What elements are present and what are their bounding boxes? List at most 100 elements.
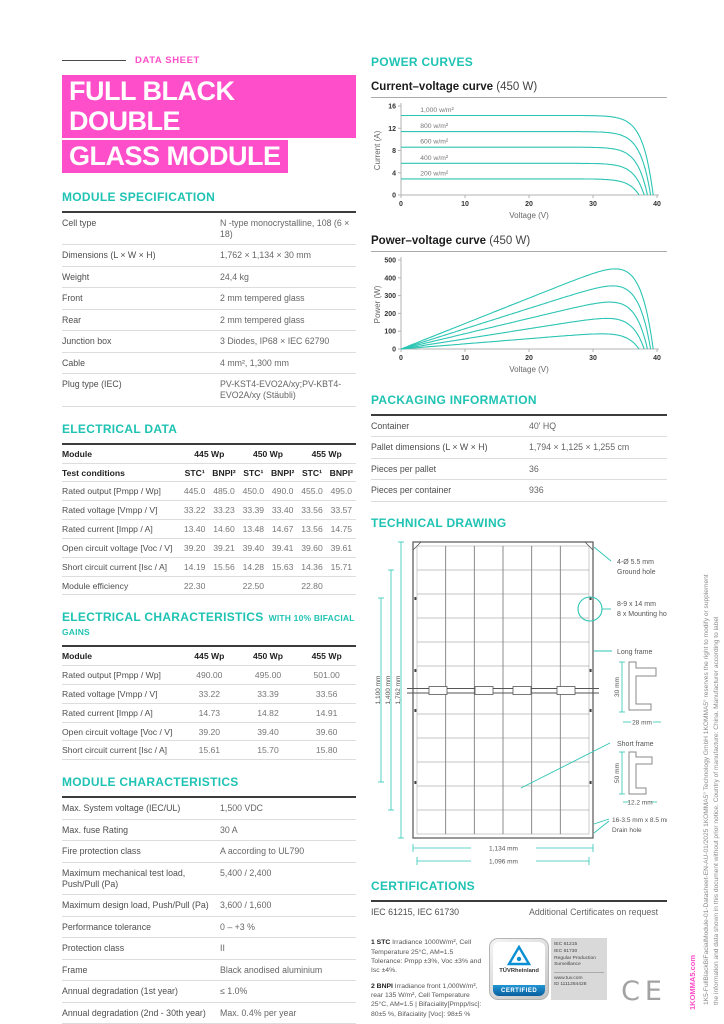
cell-value: 14.82 bbox=[257, 707, 279, 718]
table-header: Module 445 Wp 450 Wp 455 Wp bbox=[62, 445, 356, 464]
packaging-table: Container 40' HQ Pallet dimensions (L × W … bbox=[371, 414, 667, 502]
dim-1100: 1,100 mm bbox=[375, 675, 382, 704]
module-front-view bbox=[407, 541, 599, 839]
cell-value: 14.60 bbox=[213, 524, 235, 535]
table-row: Cell type N -type monocrystalline, 108 (6… bbox=[62, 213, 356, 246]
eyebrow-rule bbox=[62, 60, 126, 61]
module-specification-heading: MODULE SPECIFICATION bbox=[62, 190, 216, 204]
ground-hole-label: Ground hole bbox=[617, 569, 656, 576]
cell-value: 22.80 bbox=[301, 580, 323, 591]
cell-value: 33.22 bbox=[183, 505, 206, 516]
table-row: Rated output [Pmpp / Wp] 445.0 485.0 450.0 4… bbox=[62, 482, 356, 502]
row-label: Annual degradation (1st year) bbox=[62, 986, 178, 997]
sidebar-line-1: 1K5-FullBlackBiFacialModule-01-Datasheet… bbox=[703, 574, 710, 1005]
electrical-characteristics-heading: ELECTRICAL CHARACTERISTICS WITH 10% BIFAC… bbox=[62, 610, 356, 638]
table-row: Fire protection class A according to UL79… bbox=[62, 841, 356, 863]
table-row: Annual degradation (1st year) ≤ 1.0% bbox=[62, 981, 356, 1003]
cell-value: 490.00 bbox=[196, 670, 223, 681]
svg-text:8: 8 bbox=[392, 148, 396, 155]
cell-value: 485.0 bbox=[213, 486, 235, 497]
page-title: FULL BLACK DOUBLE GLASS MODULE bbox=[62, 75, 356, 175]
column-header: 455 Wp bbox=[311, 448, 342, 459]
table-row: Max. fuse Rating 30 A bbox=[62, 820, 356, 842]
table-row: Junction box 3 Diodes, IP68 × IEC 62790 bbox=[62, 331, 356, 353]
cell-value: 13.48 bbox=[242, 524, 265, 535]
electrical-characteristics-table: Module 445 Wp 450 Wp 455 Wp Rated output [Pm… bbox=[62, 645, 356, 761]
row-value: 4 mm², 1,300 mm bbox=[220, 357, 289, 368]
tuv-id: ID 1111284428 bbox=[554, 982, 587, 988]
vertical-dimension-lines bbox=[378, 541, 404, 839]
svg-text:Voltage (V): Voltage (V) bbox=[509, 365, 549, 374]
cell-value: 450.0 bbox=[242, 486, 265, 497]
cell-value: 14.28 bbox=[242, 561, 265, 572]
long-frame-label: Long frame bbox=[617, 649, 653, 656]
svg-text:200: 200 bbox=[384, 311, 396, 318]
column-header: Module bbox=[62, 651, 93, 662]
mounting-hole-size: 8-9 x 14 mm bbox=[617, 601, 656, 608]
dim-1762: 1,762 mm bbox=[395, 675, 402, 704]
row-value: 2 mm tempered glass bbox=[220, 314, 305, 325]
row-label: Junction box bbox=[62, 336, 112, 347]
row-label: Plug type (IEC) bbox=[62, 379, 122, 390]
svg-text:Voltage (V): Voltage (V) bbox=[509, 211, 549, 220]
svg-text:30: 30 bbox=[589, 201, 597, 208]
cell-value: 39.41 bbox=[271, 542, 294, 553]
tuv-brand-text: TÜVRheinland bbox=[499, 968, 539, 975]
svg-text:300: 300 bbox=[384, 293, 396, 300]
svg-text:0: 0 bbox=[399, 201, 403, 208]
tuv-standard-1: IEC 61215 bbox=[554, 942, 578, 948]
column-header: BNPI² bbox=[270, 467, 295, 478]
row-label: Maximum design load, Push/Pull (Pa) bbox=[62, 900, 209, 911]
cell-value: 39.60 bbox=[301, 542, 323, 553]
cell-value: 22.50 bbox=[242, 580, 265, 591]
bottom-row: 1 STC Irradiance 1000W/m², Cell Temperat… bbox=[371, 938, 667, 1024]
electrical-data-heading: ELECTRICAL DATA bbox=[62, 421, 178, 436]
power-curves-heading: POWER CURVES bbox=[371, 55, 474, 69]
row-label: Rated voltage [Vmpp / V] bbox=[62, 505, 158, 516]
drain-hole-size: 16-3.5 mm x 8.5 mm bbox=[612, 817, 667, 824]
column-header: Test conditions bbox=[62, 467, 125, 478]
table-row: Plug type (IEC) PV-KST4-EVO2A/xy;PV-KBT4-… bbox=[62, 374, 356, 407]
footnote-bnpi: 2 BNPI Irradiance front 1,000W/m², rear … bbox=[371, 982, 483, 1019]
cell-value: 39.40 bbox=[242, 542, 265, 553]
table-row: Open circuit voltage [Voc / V] 39.20 39.40… bbox=[62, 723, 356, 742]
ground-hole-size: 4-Ø 5.5 mm bbox=[617, 559, 654, 566]
svg-text:30: 30 bbox=[589, 355, 597, 362]
electrical-characteristics-title: ELECTRICAL CHARACTERISTICS bbox=[62, 610, 264, 625]
row-label: Open circuit voltage [Voc / V] bbox=[62, 542, 173, 553]
long-frame-width: 28 mm bbox=[632, 719, 652, 726]
table-header: Module 445 Wp 450 Wp 455 Wp bbox=[62, 647, 356, 667]
row-label: Rated output [Pmpp / Wp] bbox=[62, 670, 161, 681]
mounting-holes bbox=[414, 596, 592, 784]
row-value: 2 mm tempered glass bbox=[220, 293, 305, 304]
table-row: Pieces per container 936 bbox=[371, 480, 667, 502]
row-label: Maximum mechanical test load, Push/Pull … bbox=[62, 867, 186, 889]
row-value: N -type monocrystalline, 108 (6 × 18) bbox=[220, 218, 350, 239]
table-row: Rated voltage [Vmpp / V] 33.22 33.39 33.56 bbox=[62, 685, 356, 704]
sidebar-line-2: the information and data shown in this d… bbox=[712, 616, 720, 1005]
row-label: Pieces per pallet bbox=[371, 463, 437, 474]
row-value: 1,762 × 1,134 × 30 mm bbox=[220, 250, 311, 261]
row-label: Rated voltage [Vmpp / V] bbox=[62, 688, 158, 699]
row-value: 5,400 / 2,400 bbox=[220, 867, 272, 878]
table-row: Performance tolerance 0 – +3 % bbox=[62, 917, 356, 939]
pv-curve-title-bold: Power–voltage curve bbox=[371, 235, 487, 247]
drain-hole-label: Drain hole bbox=[612, 827, 642, 834]
row-value: Max. 0.4% per year bbox=[220, 1007, 297, 1018]
tuv-url: www.tuv.com bbox=[554, 975, 583, 981]
row-label: Pieces per container bbox=[371, 485, 452, 496]
row-label: Front bbox=[62, 293, 83, 304]
svg-text:0: 0 bbox=[392, 347, 396, 354]
svg-text:0: 0 bbox=[399, 355, 403, 362]
cell-value: 15.56 bbox=[213, 561, 235, 572]
cell-value: 13.40 bbox=[183, 524, 206, 535]
iv-curve-title-bold: Current–voltage curve bbox=[371, 81, 494, 93]
column-header: Module bbox=[62, 448, 93, 459]
cell-value: 39.20 bbox=[183, 542, 206, 553]
cell-value: 33.56 bbox=[301, 505, 323, 516]
footnote-stc: 1 STC Irradiance 1000W/m², Cell Temperat… bbox=[371, 938, 483, 975]
row-label: Max. fuse Rating bbox=[62, 824, 129, 835]
column-header: STC¹ bbox=[243, 467, 264, 478]
column-header: 455 Wp bbox=[311, 651, 342, 662]
